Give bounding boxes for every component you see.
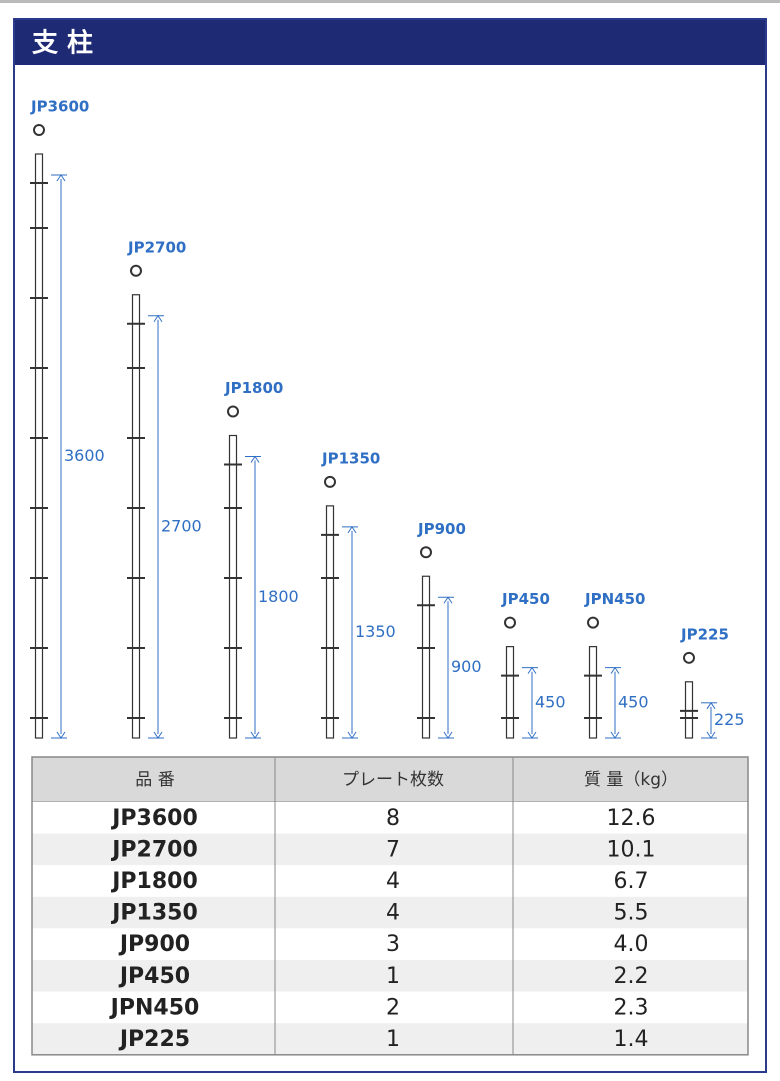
table-cell: JP1350 [110, 901, 198, 926]
post-icon [324, 475, 336, 488]
post-label: JP450 [501, 590, 550, 608]
dim-arrow [56, 174, 66, 739]
post [34, 153, 44, 739]
post-label: JP225 [680, 625, 729, 643]
post-label: JP1800 [224, 379, 283, 397]
post-icon [420, 546, 432, 559]
post [228, 434, 238, 739]
post-icon [33, 124, 45, 136]
table-cell: JP1800 [110, 869, 198, 894]
table-border [31, 756, 749, 1056]
table-row [32, 896, 748, 929]
post-icon [227, 405, 239, 418]
table-cell: 1.4 [614, 1027, 649, 1052]
dim-arrow [153, 314, 163, 739]
table-row [32, 928, 748, 960]
table-cell: 10.1 [607, 837, 656, 862]
table-cell: JP450 [118, 964, 190, 989]
dim-label: 900 [451, 657, 482, 676]
dim-arrow [250, 455, 260, 739]
post-icon [130, 264, 142, 277]
table-cell: JP225 [118, 1027, 190, 1052]
table-cell: 5.5 [614, 901, 649, 926]
table-cell: 3 [386, 932, 400, 957]
post [131, 294, 141, 739]
post [588, 646, 598, 739]
table-cell: 4 [386, 901, 400, 926]
table-cell: 7 [386, 837, 400, 862]
table-cell: 8 [386, 806, 400, 831]
dim-arrow [706, 701, 716, 739]
column-header: 品 番 [135, 770, 174, 790]
dim-arrow [610, 666, 620, 739]
post-icon [587, 616, 599, 629]
table-row [32, 1023, 748, 1055]
post [505, 646, 515, 739]
table-cell: JP900 [118, 932, 190, 957]
table-cell: 12.6 [607, 806, 656, 831]
top-rule [0, 0, 780, 3]
header-bar [15, 20, 765, 65]
table-row [32, 991, 748, 1024]
table-cell: JP2700 [110, 837, 198, 862]
table-cell: 4 [386, 869, 400, 894]
post-label: JPN450 [584, 590, 645, 608]
column-header: プレート枚数 [342, 770, 444, 790]
post-icon [504, 616, 516, 629]
header-title: 支 柱 [32, 29, 93, 59]
post-icon [683, 651, 695, 664]
post [421, 575, 431, 739]
dim-arrow [443, 596, 453, 739]
table-cell: JPN450 [109, 995, 200, 1020]
dim-label: 450 [618, 692, 649, 711]
dim-label: 225 [714, 710, 745, 729]
table-row [32, 802, 748, 834]
dim-arrow [347, 525, 357, 739]
dim-label: 450 [535, 692, 566, 711]
post-label: JP1350 [321, 449, 380, 467]
table-cell: 4.0 [614, 932, 649, 957]
table-row [32, 865, 748, 897]
table-row [32, 833, 748, 866]
table-row [32, 960, 748, 992]
dim-label: 3600 [64, 446, 105, 465]
table-cell: 1 [386, 964, 400, 989]
table-cell: 2.2 [614, 964, 649, 989]
dim-label: 2700 [161, 516, 202, 535]
table-cell: 1 [386, 1027, 400, 1052]
table-cell: 2.3 [614, 995, 649, 1020]
table-cell: 2 [386, 995, 400, 1020]
dim-label: 1800 [258, 587, 299, 606]
post-label: JP900 [417, 520, 466, 538]
dim-arrow [527, 666, 537, 739]
dim-label: 1350 [355, 622, 396, 641]
post-label: JP2700 [127, 238, 186, 256]
post [325, 505, 335, 739]
column-header: 質 量（kg） [584, 770, 678, 790]
table-cell: JP3600 [110, 806, 198, 831]
post-label: JP3600 [30, 98, 89, 116]
table-cell: 6.7 [614, 869, 649, 894]
